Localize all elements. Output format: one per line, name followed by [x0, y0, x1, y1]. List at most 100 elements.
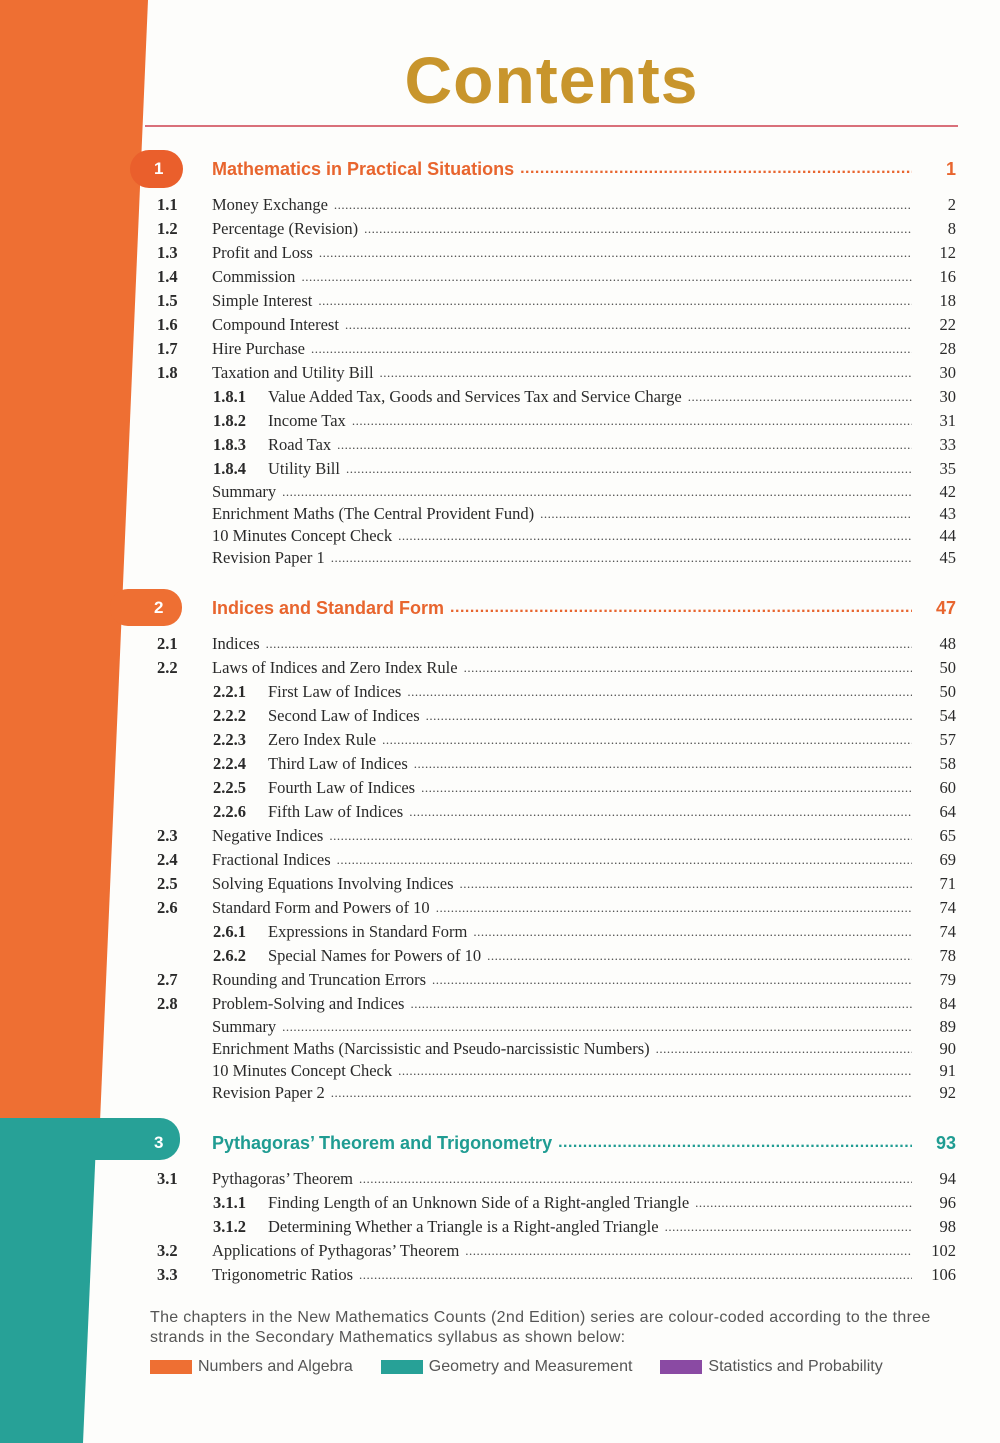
toc-entry[interactable]: 1.3 Profit and Loss......................… — [0, 241, 1000, 265]
toc-entry[interactable]: 10 Minutes Concept Check................… — [0, 525, 1000, 547]
toc-entry[interactable]: 2.3 Negative Indices.....................… — [0, 824, 1000, 848]
entry-title[interactable]: Expressions in Standard Form — [268, 922, 468, 941]
entry-title[interactable]: Commission — [212, 267, 296, 286]
toc-entry[interactable]: 2.6 Standard Form and Powers of 10.......… — [0, 896, 1000, 920]
entry-title[interactable]: Summary — [212, 1017, 277, 1036]
entry-page: 44 — [939, 526, 957, 545]
toc-entry[interactable]: 2.6.1 Expressions in Standard Form.......… — [0, 920, 1000, 944]
entry-title[interactable]: Profit and Loss — [212, 243, 313, 262]
toc-entry[interactable]: 2.2.4 Third Law of Indices...............… — [0, 752, 1000, 776]
entry-title[interactable]: Second Law of Indices — [268, 706, 420, 725]
toc-entry[interactable]: Revision Paper 2........................… — [0, 1082, 1000, 1104]
entry-title[interactable]: Percentage (Revision) — [212, 219, 359, 238]
entry-title[interactable]: Revision Paper 2 — [212, 1083, 325, 1102]
entry-title[interactable]: Fractional Indices — [212, 850, 331, 869]
entry-title[interactable]: Utility Bill — [268, 459, 340, 478]
chapter-title[interactable]: Mathematics in Practical Situations — [212, 159, 515, 179]
entry-title[interactable]: Trigonometric Ratios — [212, 1265, 354, 1284]
entry-title[interactable]: Fifth Law of Indices — [268, 802, 404, 821]
dot-leader: ........................................… — [318, 293, 912, 308]
entry-line: Pythagoras’ Theorem.....................… — [212, 1167, 912, 1191]
toc-entry[interactable]: 2.8 Problem-Solving and Indices..........… — [0, 992, 1000, 1016]
entry-title[interactable]: Solving Equations Involving Indices — [212, 874, 454, 893]
toc-entry[interactable]: 1.8.4 Utility Bill.......................… — [0, 457, 1000, 481]
toc-entry[interactable]: 2.4 Fractional Indices...................… — [0, 848, 1000, 872]
dot-leader: ........................................… — [487, 948, 912, 963]
toc-entry[interactable]: Enrichment Maths (Narcissistic and Pseud… — [0, 1038, 1000, 1060]
chapter-heading[interactable]: 3 Pythagoras’ Theorem and Trigonometry...… — [0, 1131, 1000, 1155]
toc-entry[interactable]: 1.5 Simple Interest......................… — [0, 289, 1000, 313]
toc-entry[interactable]: 2.2.2 Second Law of Indices..............… — [0, 704, 1000, 728]
toc-entry[interactable]: 1.2 Percentage (Revision)................… — [0, 217, 1000, 241]
entry-title[interactable]: Third Law of Indices — [268, 754, 408, 773]
entry-title[interactable]: Revision Paper 1 — [212, 548, 325, 567]
toc-entry[interactable]: Revision Paper 1........................… — [0, 547, 1000, 569]
toc-entry[interactable]: 3.1.1 Finding Length of an Unknown Side o… — [0, 1191, 1000, 1215]
entry-title[interactable]: Income Tax — [268, 411, 346, 430]
entry-title[interactable]: Finding Length of an Unknown Side of a R… — [268, 1193, 690, 1212]
entry-title[interactable]: Negative Indices — [212, 826, 324, 845]
chapter-heading[interactable]: 1 Mathematics in Practical Situations....… — [0, 157, 1000, 181]
toc-entry[interactable]: 1.4 Commission...........................… — [0, 265, 1000, 289]
entry-title[interactable]: Simple Interest — [212, 291, 313, 310]
toc-entry[interactable]: 1.8.2 Income Tax.........................… — [0, 409, 1000, 433]
toc-entry[interactable]: 2.6.2 Special Names for Powers of 10.....… — [0, 944, 1000, 968]
toc-entry[interactable]: 1.7 Hire Purchase........................… — [0, 337, 1000, 361]
entry-title[interactable]: Applications of Pythagoras’ Theorem — [212, 1241, 460, 1260]
dot-leader: ........................................… — [450, 599, 912, 616]
toc-entry[interactable]: 2.2.1 First Law of Indices...............… — [0, 680, 1000, 704]
entry-number: 2.3 — [157, 826, 178, 845]
toc-entry[interactable]: 2.7 Rounding and Truncation Errors.......… — [0, 968, 1000, 992]
entry-line: Fifth Law of Indices....................… — [268, 800, 912, 824]
chapter-title[interactable]: Pythagoras’ Theorem and Trigonometry — [212, 1133, 553, 1153]
toc-entry[interactable]: 3.1 Pythagoras’ Theorem..................… — [0, 1167, 1000, 1191]
entry-title[interactable]: Problem-Solving and Indices — [212, 994, 405, 1013]
toc-entry[interactable]: 2.2 Laws of Indices and Zero Index Rule..… — [0, 656, 1000, 680]
entry-title[interactable]: Rounding and Truncation Errors — [212, 970, 427, 989]
entry-title[interactable]: Special Names for Powers of 10 — [268, 946, 482, 965]
legend-label: Geometry and Measurement — [428, 1358, 633, 1375]
entry-title[interactable]: 10 Minutes Concept Check — [212, 1061, 393, 1080]
entry-title[interactable]: Road Tax — [268, 435, 332, 454]
chapter-title[interactable]: Indices and Standard Form — [212, 598, 445, 618]
entry-title[interactable]: First Law of Indices — [268, 682, 402, 701]
entry-title[interactable]: Fourth Law of Indices — [268, 778, 416, 797]
entry-title[interactable]: Zero Index Rule — [268, 730, 377, 749]
toc-entry[interactable]: 10 Minutes Concept Check................… — [0, 1060, 1000, 1082]
toc-entry[interactable]: 3.1.2 Determining Whether a Triangle is a… — [0, 1215, 1000, 1239]
entry-title[interactable]: Taxation and Utility Bill — [212, 363, 374, 382]
toc-entry[interactable]: 3.3 Trigonometric Ratios.................… — [0, 1263, 1000, 1287]
entry-title[interactable]: Laws of Indices and Zero Index Rule — [212, 658, 458, 677]
toc-entry[interactable]: Enrichment Maths (The Central Provident … — [0, 503, 1000, 525]
entry-title[interactable]: Hire Purchase — [212, 339, 306, 358]
entry-title[interactable]: Enrichment Maths (The Central Provident … — [212, 504, 535, 523]
legend-item: Numbers and Algebra — [150, 1358, 353, 1376]
entry-title[interactable]: Standard Form and Powers of 10 — [212, 898, 430, 917]
entry-number: 2.2.6 — [213, 802, 246, 821]
toc-entry[interactable]: 2.1 Indices..............................… — [0, 632, 1000, 656]
entry-title[interactable]: Money Exchange — [212, 195, 328, 214]
toc-entry[interactable]: 2.2.6 Fifth Law of Indices...............… — [0, 800, 1000, 824]
chapter-heading[interactable]: 2 Indices and Standard Form..............… — [0, 596, 1000, 620]
toc-entry[interactable]: 1.1 Money Exchange.......................… — [0, 193, 1000, 217]
toc-entry[interactable]: 2.5 Solving Equations Involving Indices..… — [0, 872, 1000, 896]
entry-title[interactable]: 10 Minutes Concept Check — [212, 526, 393, 545]
entry-title[interactable]: Indices — [212, 634, 260, 653]
entry-number: 2.6.2 — [213, 946, 246, 965]
entry-title[interactable]: Enrichment Maths (Narcissistic and Pseud… — [212, 1039, 650, 1058]
toc-entry[interactable]: 1.6 Compound Interest....................… — [0, 313, 1000, 337]
toc-entry[interactable]: 1.8.1 Value Added Tax, Goods and Services… — [0, 385, 1000, 409]
entry-title[interactable]: Value Added Tax, Goods and Services Tax … — [268, 387, 682, 406]
toc-entry[interactable]: Summary.................................… — [0, 481, 1000, 503]
entry-title[interactable]: Compound Interest — [212, 315, 339, 334]
entry-title[interactable]: Determining Whether a Triangle is a Righ… — [268, 1217, 659, 1236]
toc-entry[interactable]: 3.2 Applications of Pythagoras’ Theorem..… — [0, 1239, 1000, 1263]
entry-title[interactable]: Summary — [212, 482, 277, 501]
toc-entry[interactable]: 2.2.5 Fourth Law of Indices..............… — [0, 776, 1000, 800]
toc-entry[interactable]: 2.2.3 Zero Index Rule....................… — [0, 728, 1000, 752]
toc-entry[interactable]: 1.8 Taxation and Utility Bill............… — [0, 361, 1000, 385]
entry-number: 2.2 — [157, 658, 178, 677]
entry-title[interactable]: Pythagoras’ Theorem — [212, 1169, 353, 1188]
toc-entry[interactable]: 1.8.3 Road Tax...........................… — [0, 433, 1000, 457]
toc-entry[interactable]: Summary.................................… — [0, 1016, 1000, 1038]
